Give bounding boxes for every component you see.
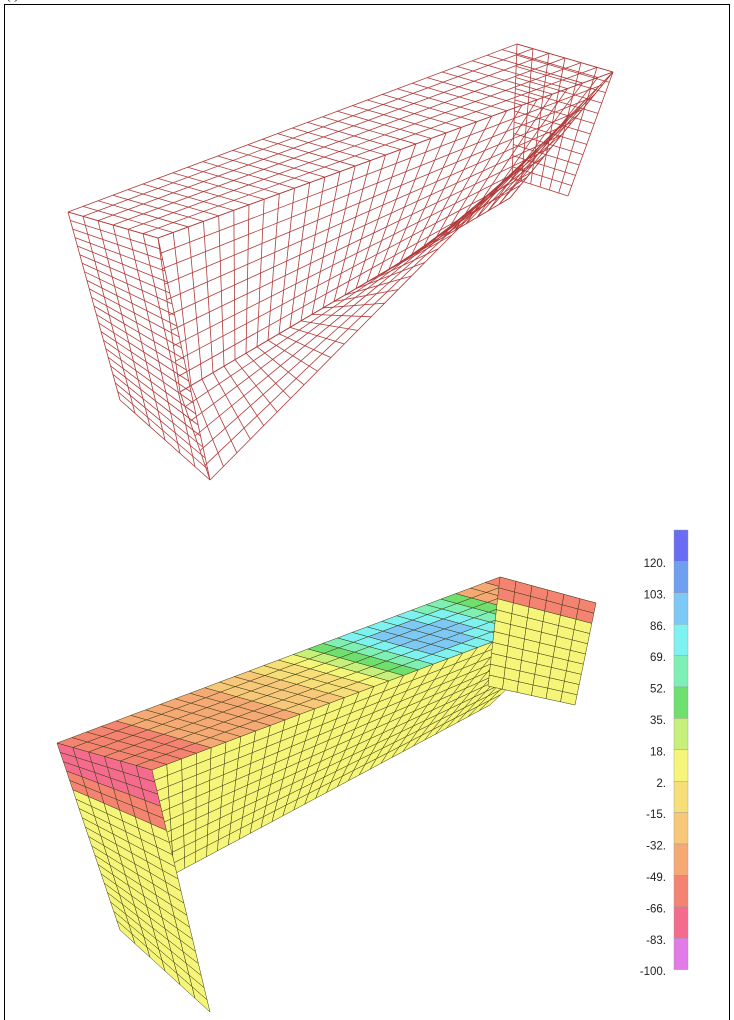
legend-label: 120. bbox=[644, 558, 666, 570]
legend-band bbox=[673, 592, 689, 625]
contour-right-web bbox=[487, 576, 597, 706]
contour-plot-model bbox=[56, 576, 597, 1013]
undeformed-mesh-model bbox=[67, 43, 614, 481]
legend-label: 52. bbox=[650, 684, 666, 696]
legend-label: -32. bbox=[646, 841, 666, 853]
legend-label: 35. bbox=[650, 715, 666, 727]
contour-left-web bbox=[56, 742, 211, 1013]
legend-band bbox=[673, 906, 689, 939]
caption-fragment: ( ) bbox=[0, 0, 734, 3]
color-legend: 120. 103. 86. 69. 52. 35. 18. 2. -15. -32. -49. -66… bbox=[640, 529, 689, 978]
mesh-right-web bbox=[511, 43, 614, 197]
legend-band bbox=[673, 875, 689, 908]
mesh-top-flange bbox=[67, 43, 614, 239]
legend-band bbox=[673, 655, 689, 688]
figure-border bbox=[4, 4, 730, 1020]
legend-band bbox=[673, 561, 689, 594]
legend-band bbox=[673, 718, 689, 751]
legend-band bbox=[673, 686, 689, 719]
legend-label: 86. bbox=[650, 621, 666, 633]
contour-top-flange bbox=[56, 576, 597, 771]
legend-band bbox=[673, 812, 689, 845]
legend-label: -66. bbox=[646, 903, 666, 915]
legend-label: 69. bbox=[650, 652, 666, 664]
legend-label: -15. bbox=[646, 809, 666, 821]
legend-band bbox=[673, 843, 689, 876]
legend-label: -83. bbox=[646, 935, 666, 947]
legend-label: -100. bbox=[640, 966, 666, 978]
legend-label: -49. bbox=[646, 872, 666, 884]
legend-label: 103. bbox=[644, 589, 666, 601]
legend-band bbox=[673, 624, 689, 656]
legend-band bbox=[673, 938, 689, 970]
legend-band bbox=[673, 781, 689, 813]
legend-band bbox=[673, 529, 689, 562]
legend-label: 18. bbox=[650, 746, 666, 758]
mesh-left-web bbox=[67, 211, 211, 481]
legend-label: 2. bbox=[656, 778, 666, 790]
legend-band bbox=[673, 749, 689, 782]
mesh-bottom-flange bbox=[157, 71, 614, 393]
